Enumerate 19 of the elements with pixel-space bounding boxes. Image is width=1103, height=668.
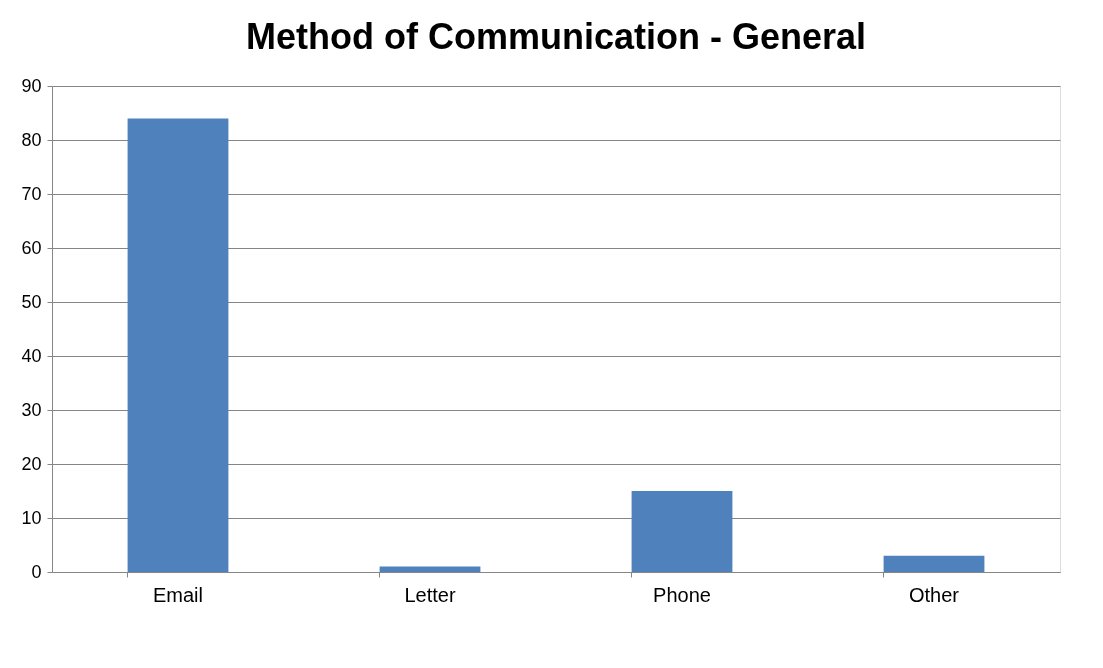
y-tick-label: 70: [21, 183, 42, 204]
chart-title: Method of Communication - General: [245, 16, 867, 57]
x-tick-label: Phone: [653, 583, 711, 606]
y-tick-label: 50: [21, 291, 42, 312]
x-tick-label: Other: [908, 583, 960, 606]
y-tick-label: 20: [21, 453, 42, 474]
bar: [883, 555, 985, 572]
bar: [127, 118, 229, 572]
y-tick-label: 90: [21, 75, 42, 96]
bar: [379, 566, 481, 572]
y-tick-label: 60: [21, 237, 42, 258]
y-tick-label: 30: [21, 399, 42, 420]
x-tick-label: Email: [152, 583, 204, 606]
bar: [631, 491, 733, 572]
x-tick-label: Letter: [404, 583, 456, 606]
y-tick-label: 80: [21, 129, 42, 150]
y-tick-label: 40: [21, 345, 42, 366]
y-tick-label: 0: [31, 561, 42, 582]
y-tick-label: 10: [21, 507, 42, 528]
